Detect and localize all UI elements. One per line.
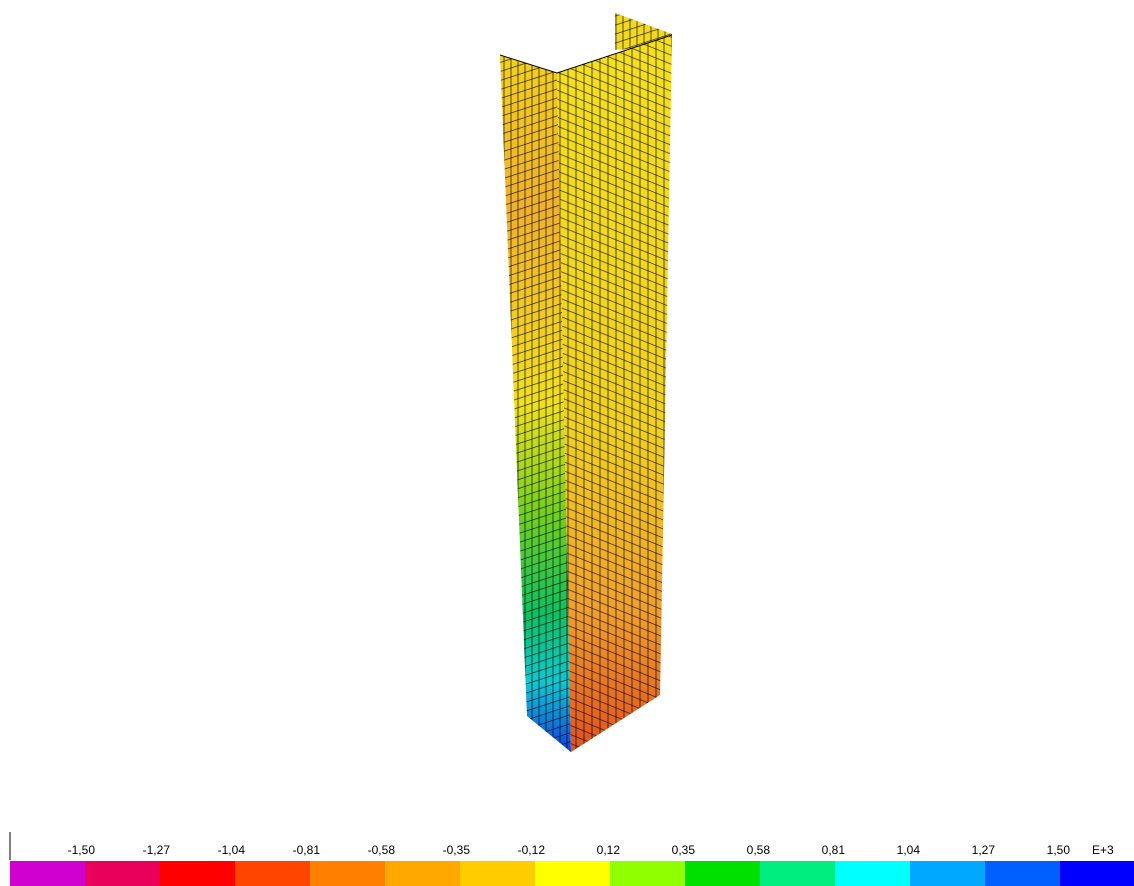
legend-swatch: [10, 861, 85, 886]
legend-label: -0,12: [518, 843, 546, 857]
legend-swatch: [985, 861, 1060, 886]
legend-swatch: [1060, 861, 1134, 886]
column-model: [500, 13, 672, 752]
legend-label: -1,50: [68, 843, 96, 857]
legend-swatch: [235, 861, 310, 886]
legend-label: 0,58: [747, 843, 771, 857]
legend-label: 1,27: [972, 843, 996, 857]
legend-swatch: [760, 861, 835, 886]
legend-label: -0,81: [293, 843, 321, 857]
legend-label: -1,04: [218, 843, 246, 857]
legend-swatch: [610, 861, 685, 886]
flange-mesh: [557, 35, 672, 752]
legend-swatch: [160, 861, 235, 886]
legend-label: 0,35: [672, 843, 696, 857]
legend-swatch: [385, 861, 460, 886]
legend-label: 0,81: [822, 843, 846, 857]
legend-label: -1,27: [143, 843, 171, 857]
legend-swatch: [460, 861, 535, 886]
legend: -1,50 -1,27 -1,04 -0,81 -0,58 -0,35 -0,12 0,12 0…: [10, 843, 1134, 886]
legend-exponent: E+3: [1092, 843, 1114, 857]
legend-swatch: [685, 861, 760, 886]
legend-label: 1,50: [1047, 843, 1071, 857]
legend-swatch: [310, 861, 385, 886]
legend-swatch: [535, 861, 610, 886]
legend-swatch: [85, 861, 160, 886]
legend-swatch: [835, 861, 910, 886]
legend-label: 1,04: [897, 843, 921, 857]
result-view: -1,50 -1,27 -1,04 -0,81 -0,58 -0,35 -0,12 0,12 0…: [0, 0, 1134, 886]
legend-label: -0,58: [368, 843, 396, 857]
legend-swatch: [910, 861, 985, 886]
legend-label: -0,35: [443, 843, 471, 857]
legend-label: 0,12: [597, 843, 621, 857]
